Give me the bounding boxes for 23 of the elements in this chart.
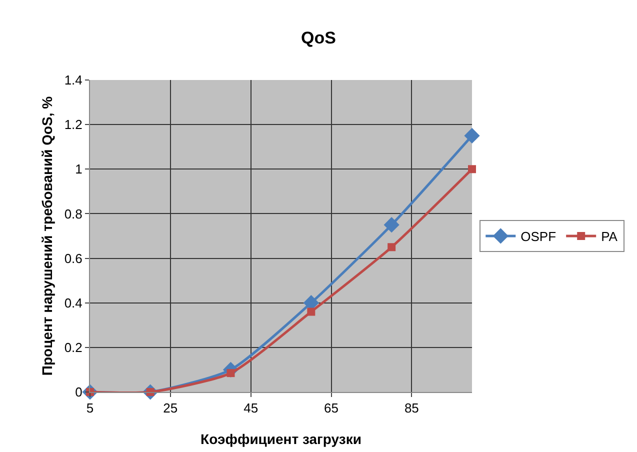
y-tick-label: 0.4 (64, 295, 82, 310)
point (307, 308, 316, 316)
x-axis-title: Коэффициент загрузки (200, 431, 362, 447)
x-tick-label: 65 (324, 400, 338, 416)
y-axis-title: Процент нарушений требований QoS, % (39, 96, 55, 376)
point (464, 128, 480, 144)
point (384, 217, 400, 233)
y-tick-label: 1.4 (64, 72, 82, 88)
y-tick-label: 0.6 (64, 250, 82, 266)
x-tick-label: 85 (404, 400, 419, 416)
chart-title: QoS (301, 28, 336, 48)
x-tick-label: 45 (244, 400, 258, 416)
legend-label: PA (601, 229, 618, 244)
point (468, 165, 476, 174)
y-tick-label: 0 (75, 384, 82, 400)
y-tick-label: 1.2 (64, 117, 82, 132)
y-tick-label: 0.2 (64, 340, 82, 355)
y-tick-label: 0.8 (64, 206, 82, 222)
point (388, 243, 396, 252)
legend-label: OSPF (520, 229, 556, 244)
x-tick-label: 25 (163, 400, 178, 416)
x-tick-label: 5 (86, 400, 94, 416)
y-tick-label: 1 (75, 162, 82, 177)
